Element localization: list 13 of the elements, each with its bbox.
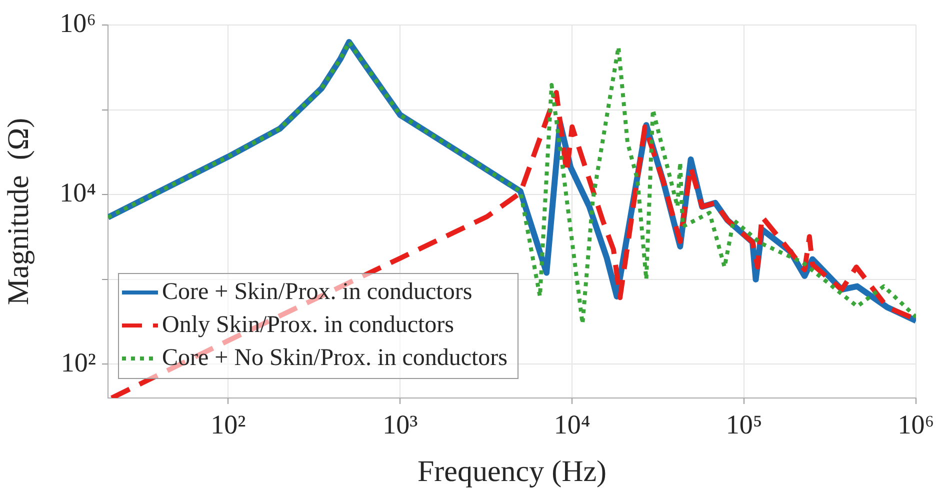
y-tick-label: 10⁶ <box>60 8 96 38</box>
legend-label: Core + No Skin/Prox. in conductors <box>162 344 508 371</box>
x-tick-label: 10⁶ <box>898 409 934 440</box>
x-axis-title: Frequency (Hz) <box>417 454 607 488</box>
legend-label: Only Skin/Prox. in conductors <box>162 312 454 338</box>
x-tick-label: 10³ <box>382 409 418 440</box>
y-tick-label: 10⁴ <box>60 178 96 208</box>
y-tick-label: 10² <box>60 347 96 378</box>
x-tick-label: 10⁴ <box>554 409 590 440</box>
x-tick-label: 10² <box>210 409 246 440</box>
y-axis-title: Magnitude (Ω) <box>2 118 35 306</box>
x-tick-label: 10⁵ <box>726 409 762 440</box>
legend-label: Core + Skin/Prox. in conductors <box>162 278 472 305</box>
